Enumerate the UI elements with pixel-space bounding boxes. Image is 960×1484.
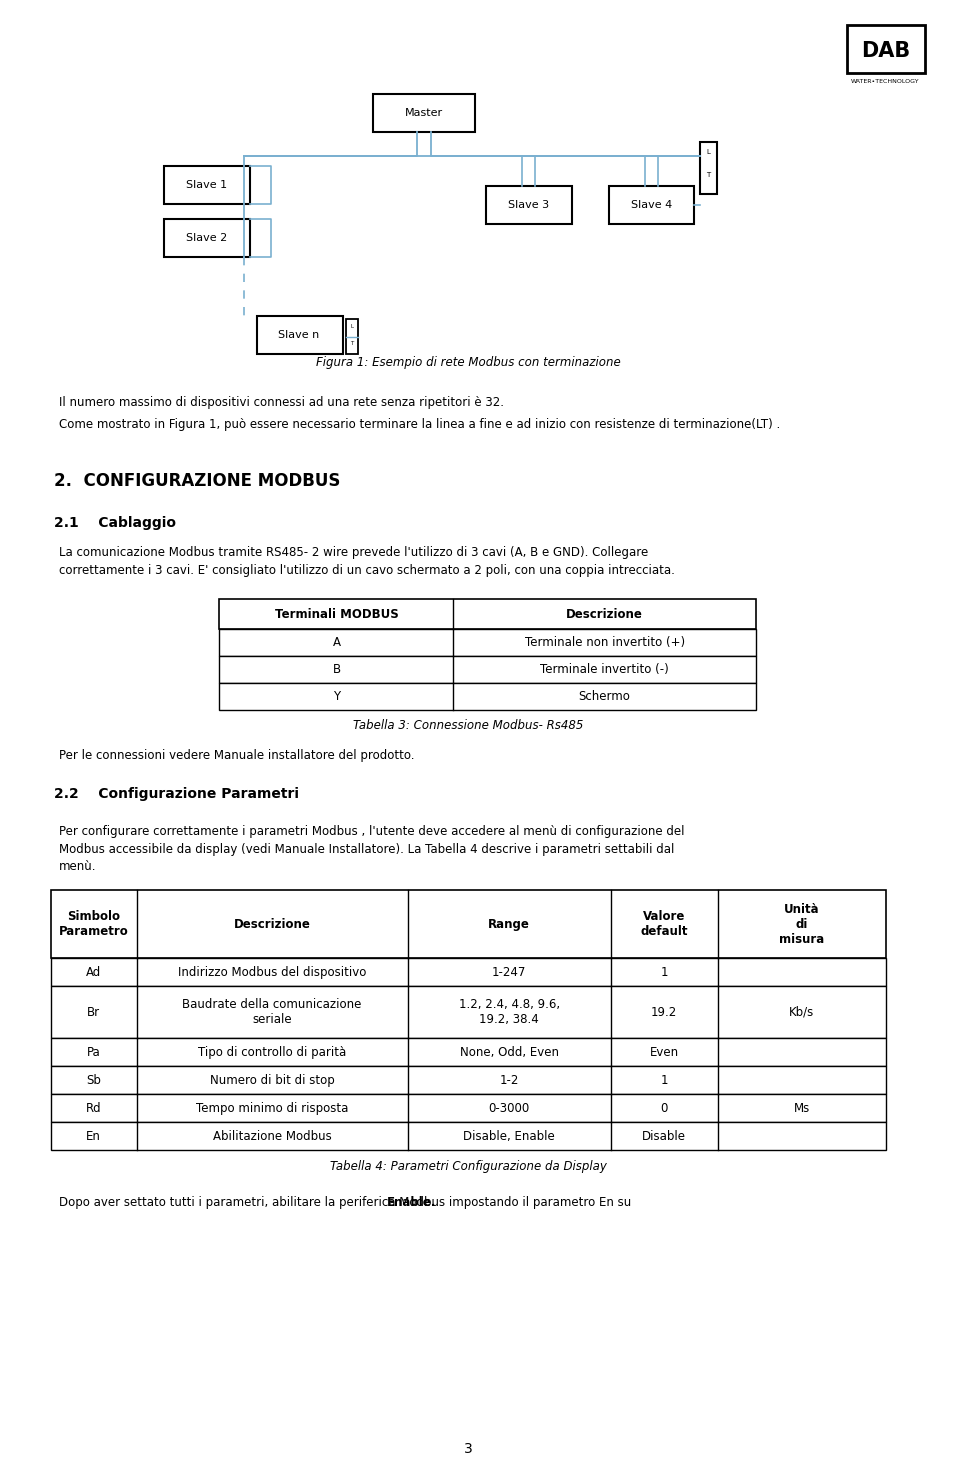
- Text: Figura 1: Esempio di rete Modbus con terminazione: Figura 1: Esempio di rete Modbus con ter…: [316, 356, 620, 370]
- Text: Pa: Pa: [86, 1046, 101, 1058]
- Text: Kb/s: Kb/s: [789, 1006, 814, 1018]
- Text: Simbolo
Parametro: Simbolo Parametro: [59, 910, 129, 938]
- Text: Slave 1: Slave 1: [186, 180, 228, 190]
- Text: Enable.: Enable.: [387, 1196, 437, 1209]
- Text: Tipo di controllo di parità: Tipo di controllo di parità: [198, 1046, 347, 1058]
- Text: Come mostrato in Figura 1, può essere necessario terminare la linea a fine e ad : Come mostrato in Figura 1, può essere ne…: [59, 418, 780, 430]
- Text: Per le connessioni vedere Manuale installatore del prodotto.: Per le connessioni vedere Manuale instal…: [59, 749, 414, 761]
- Text: Valore
default: Valore default: [640, 910, 688, 938]
- Text: 0: 0: [660, 1101, 668, 1114]
- Bar: [51, 985, 885, 1037]
- Text: Even: Even: [650, 1046, 679, 1058]
- Bar: [164, 166, 250, 203]
- Bar: [164, 220, 250, 257]
- Text: B: B: [332, 663, 341, 677]
- Text: T: T: [350, 341, 353, 346]
- Text: Tabella 4: Parametri Configurazione da Display: Tabella 4: Parametri Configurazione da D…: [329, 1160, 607, 1172]
- Text: Il numero massimo di dispositivi connessi ad una rete senza ripetitori è 32.: Il numero massimo di dispositivi conness…: [59, 396, 503, 410]
- Text: Terminale non invertito (+): Terminale non invertito (+): [524, 637, 684, 649]
- Text: Terminale invertito (-): Terminale invertito (-): [540, 663, 669, 677]
- Text: None, Odd, Even: None, Odd, Even: [460, 1046, 559, 1058]
- Bar: [847, 25, 924, 73]
- Bar: [220, 683, 756, 709]
- Text: 1: 1: [660, 966, 668, 978]
- Bar: [51, 1122, 885, 1150]
- Text: Br: Br: [87, 1006, 100, 1018]
- Bar: [51, 1037, 885, 1066]
- Text: 0-3000: 0-3000: [489, 1101, 530, 1114]
- Text: Ms: Ms: [794, 1101, 810, 1114]
- Text: 3: 3: [464, 1442, 472, 1456]
- Text: Indirizzo Modbus del dispositivo: Indirizzo Modbus del dispositivo: [178, 966, 367, 978]
- Text: Slave 3: Slave 3: [508, 200, 549, 211]
- Text: 1-247: 1-247: [492, 966, 526, 978]
- Text: Ad: Ad: [86, 966, 101, 978]
- Text: Tabella 3: Connessione Modbus- Rs485: Tabella 3: Connessione Modbus- Rs485: [353, 720, 584, 732]
- Bar: [257, 316, 344, 355]
- Text: Disable: Disable: [642, 1129, 686, 1143]
- Text: 1: 1: [660, 1073, 668, 1086]
- Text: Disable, Enable: Disable, Enable: [464, 1129, 555, 1143]
- Bar: [51, 1094, 885, 1122]
- Text: Slave 2: Slave 2: [186, 233, 228, 243]
- Text: 1.2, 2.4, 4.8, 9.6,
19.2, 38.4: 1.2, 2.4, 4.8, 9.6, 19.2, 38.4: [459, 999, 560, 1025]
- Text: L: L: [350, 324, 353, 329]
- Text: Slave n: Slave n: [277, 329, 319, 340]
- Text: Y: Y: [333, 690, 340, 703]
- Text: 1-2: 1-2: [499, 1073, 518, 1086]
- Text: Rd: Rd: [85, 1101, 102, 1114]
- Bar: [373, 93, 475, 132]
- Text: Unità
di
misura: Unità di misura: [779, 902, 825, 945]
- Text: La comunicazione Modbus tramite RS485- 2 wire prevede l'utilizzo di 3 cavi (A, B: La comunicazione Modbus tramite RS485- 2…: [59, 546, 674, 576]
- Bar: [51, 1066, 885, 1094]
- Bar: [609, 186, 694, 224]
- Text: DAB: DAB: [861, 42, 910, 61]
- Bar: [51, 959, 885, 985]
- Bar: [347, 319, 358, 355]
- Bar: [51, 890, 885, 959]
- Text: Descrizione: Descrizione: [233, 917, 310, 930]
- Bar: [700, 142, 717, 194]
- Text: Numero di bit di stop: Numero di bit di stop: [209, 1073, 334, 1086]
- Bar: [220, 600, 756, 629]
- Text: Baudrate della comunicazione
seriale: Baudrate della comunicazione seriale: [182, 999, 362, 1025]
- Text: Schermo: Schermo: [579, 690, 631, 703]
- Text: WATER•TECHNOLOGY: WATER•TECHNOLOGY: [852, 79, 920, 85]
- Text: Per configurare correttamente i parametri Modbus , l'utente deve accedere al men: Per configurare correttamente i parametr…: [59, 825, 684, 873]
- Text: Sb: Sb: [86, 1073, 101, 1086]
- Text: Master: Master: [405, 108, 444, 119]
- Text: Descrizione: Descrizione: [566, 607, 643, 620]
- Text: 2.  CONFIGURAZIONE MODBUS: 2. CONFIGURAZIONE MODBUS: [54, 472, 340, 490]
- Bar: [486, 186, 571, 224]
- Text: Dopo aver settato tutti i parametri, abilitare la periferica Modbus impostando i: Dopo aver settato tutti i parametri, abi…: [59, 1196, 635, 1209]
- Text: Range: Range: [488, 917, 530, 930]
- Text: A: A: [332, 637, 341, 649]
- Text: 2.1    Cablaggio: 2.1 Cablaggio: [54, 516, 176, 530]
- Bar: [220, 656, 756, 683]
- Text: T: T: [707, 172, 710, 178]
- Text: Slave 4: Slave 4: [631, 200, 672, 211]
- Bar: [220, 629, 756, 656]
- Text: L: L: [707, 148, 710, 154]
- Text: 19.2: 19.2: [651, 1006, 677, 1018]
- Text: En: En: [86, 1129, 101, 1143]
- Text: 2.2    Configurazione Parametri: 2.2 Configurazione Parametri: [54, 787, 299, 801]
- Text: Abilitazione Modbus: Abilitazione Modbus: [213, 1129, 331, 1143]
- Text: Terminali MODBUS: Terminali MODBUS: [275, 607, 398, 620]
- Text: Tempo minimo di risposta: Tempo minimo di risposta: [196, 1101, 348, 1114]
